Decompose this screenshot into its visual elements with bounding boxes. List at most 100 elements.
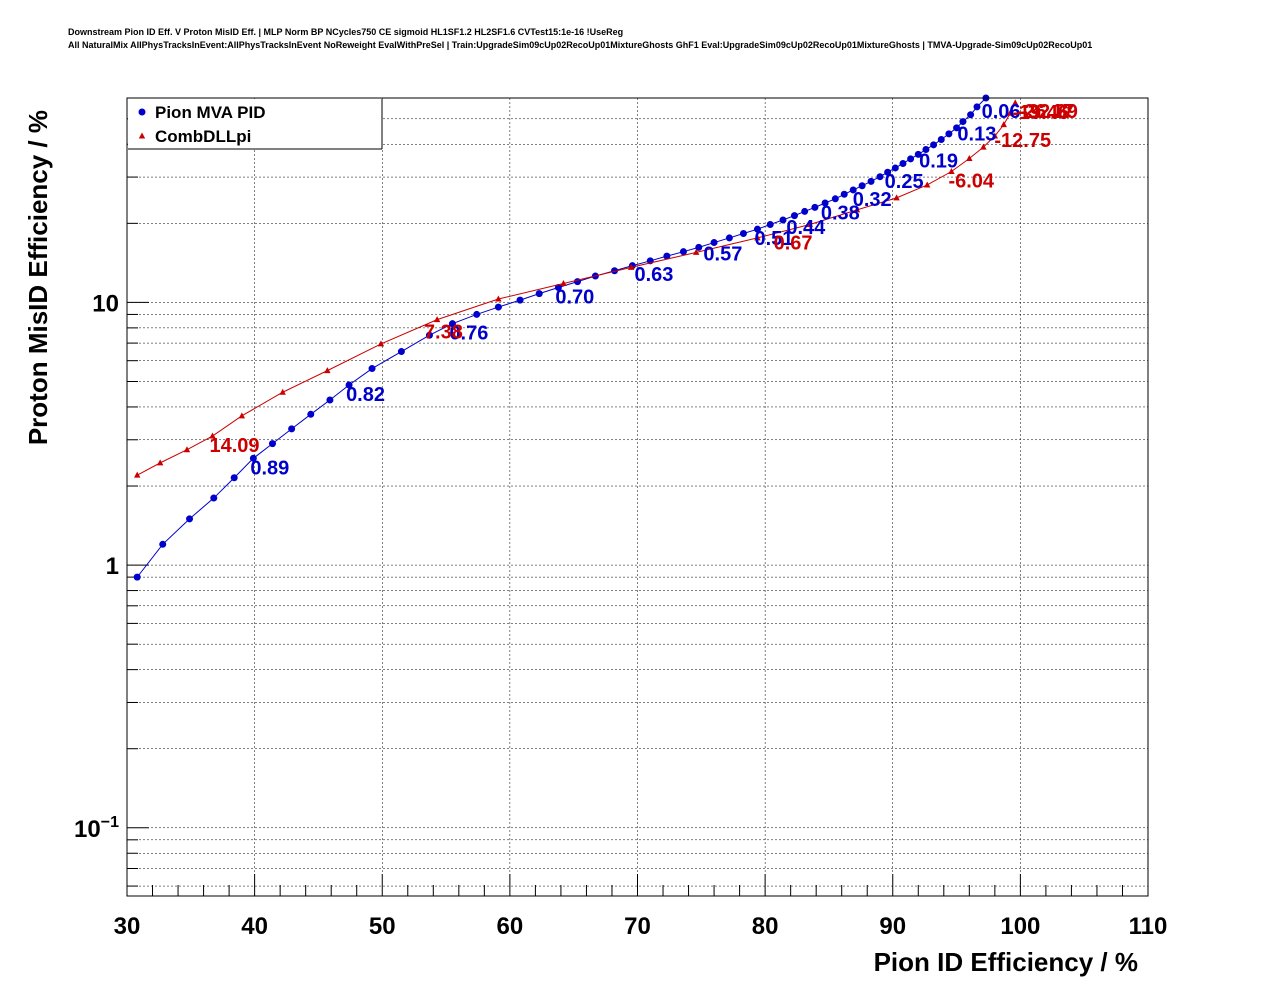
mva-point: [159, 540, 167, 548]
mva-point: [695, 243, 703, 251]
mva-point: [899, 159, 907, 167]
mva-point: [725, 234, 733, 242]
mva-point: [858, 182, 866, 190]
point-label: 0.82: [346, 384, 385, 406]
mva-point: [230, 474, 238, 482]
mva-point: [307, 410, 315, 418]
legend-marker-mva: [138, 108, 146, 116]
mva-point: [840, 190, 848, 198]
mva-point: [831, 195, 839, 203]
dll-point: [980, 143, 987, 150]
point-label: 14.09: [210, 435, 260, 457]
legend: Pion MVA PID CombDLLpi: [128, 99, 383, 150]
mva-point: [959, 118, 967, 126]
mva-point: [811, 203, 819, 211]
mva-point: [891, 164, 899, 172]
mva-point: [663, 252, 671, 260]
mva-point: [876, 173, 884, 181]
mva-point: [953, 124, 961, 132]
point-label: 0.32: [853, 189, 892, 211]
point-label: 0.76: [449, 323, 488, 345]
mva-point: [249, 454, 257, 462]
y-tick-label: 10−1: [74, 814, 119, 843]
point-label: 0.19: [919, 151, 958, 173]
point-label: 0.44: [786, 217, 826, 239]
dll-point: [853, 206, 861, 213]
dll-point: [377, 340, 385, 347]
plot-frame: [126, 97, 1149, 897]
mva-point: [790, 212, 798, 220]
dll-point: [560, 280, 567, 287]
point-label: -19.46: [1012, 102, 1069, 124]
point-label: -26.17: [1017, 101, 1074, 123]
point-label: 0.63: [635, 264, 674, 286]
mva-point: [516, 296, 524, 304]
dll-point: [1006, 109, 1014, 116]
point-label: -6.04: [948, 171, 994, 193]
legend-box: [128, 99, 382, 149]
mva-point: [397, 348, 405, 356]
dll-point: [627, 263, 635, 270]
dll-point: [966, 155, 973, 162]
mva-point: [801, 207, 809, 215]
dll-point: [1012, 99, 1019, 106]
x-tick-label: 70: [624, 913, 651, 940]
dll-point: [209, 432, 216, 439]
point-label: 0.57: [703, 244, 742, 266]
dll-point: [893, 194, 900, 201]
mva-point: [907, 155, 915, 163]
dll-point: [693, 248, 700, 255]
mva-point: [973, 103, 981, 111]
series-line: [136, 97, 987, 578]
mva-point: [326, 396, 334, 404]
point-labels: 0.89 0.82 0.76 0.70 0.63 0.57 0.510.440.380.32…: [210, 101, 1078, 479]
mva-point: [368, 365, 376, 373]
point-label: 0.13: [957, 124, 996, 146]
dll-point: [806, 220, 813, 227]
mva-point: [821, 199, 829, 207]
header-line-2: All NaturalMix AllPhysTracksInEvent:AllP…: [68, 40, 1093, 50]
mva-point: [739, 229, 747, 237]
mva-point: [448, 320, 456, 328]
point-label: -12.75: [994, 130, 1051, 152]
x-tick-label: 90: [879, 913, 906, 940]
mva-point: [867, 177, 875, 185]
series-layer: [133, 94, 1019, 581]
mva-point: [930, 141, 938, 149]
y-tick-label: 1: [106, 553, 119, 580]
dll-point: [924, 181, 931, 188]
mva-point: [535, 290, 543, 298]
point-label: 0.70: [555, 286, 594, 308]
dll-point: [156, 459, 164, 466]
dll-point: [495, 295, 502, 302]
x-tick-label: 80: [752, 913, 779, 940]
y-axis-title: Proton MisID Efficiency / %: [23, 110, 53, 445]
dll-point: [324, 367, 331, 374]
mva-point: [679, 248, 687, 256]
x-tick-label: 50: [369, 913, 396, 940]
dll-point: [238, 412, 246, 419]
point-label: 0.38: [821, 202, 860, 224]
mva-point: [611, 267, 619, 275]
mva-point: [494, 303, 502, 311]
mva-point: [210, 494, 218, 502]
x-tick-label: 110: [1129, 913, 1168, 940]
mva-point: [945, 130, 953, 138]
mva-point: [710, 239, 718, 247]
point-label: 0.25: [885, 171, 924, 193]
legend-entry: CombDLLpi: [155, 127, 251, 146]
mva-point: [425, 331, 433, 339]
mva-point: [288, 425, 296, 433]
legend-marker-dll: [138, 132, 146, 139]
mva-point: [914, 150, 922, 158]
series-0: [133, 94, 990, 581]
mva-point: [849, 186, 857, 194]
mva-point: [753, 225, 761, 233]
point-label: 7.38: [424, 321, 463, 343]
dll-point: [279, 388, 286, 395]
point-label: 0.51: [754, 228, 793, 250]
mva-point: [186, 515, 194, 523]
mva-point: [967, 111, 975, 119]
point-label: 0.89: [250, 457, 289, 479]
